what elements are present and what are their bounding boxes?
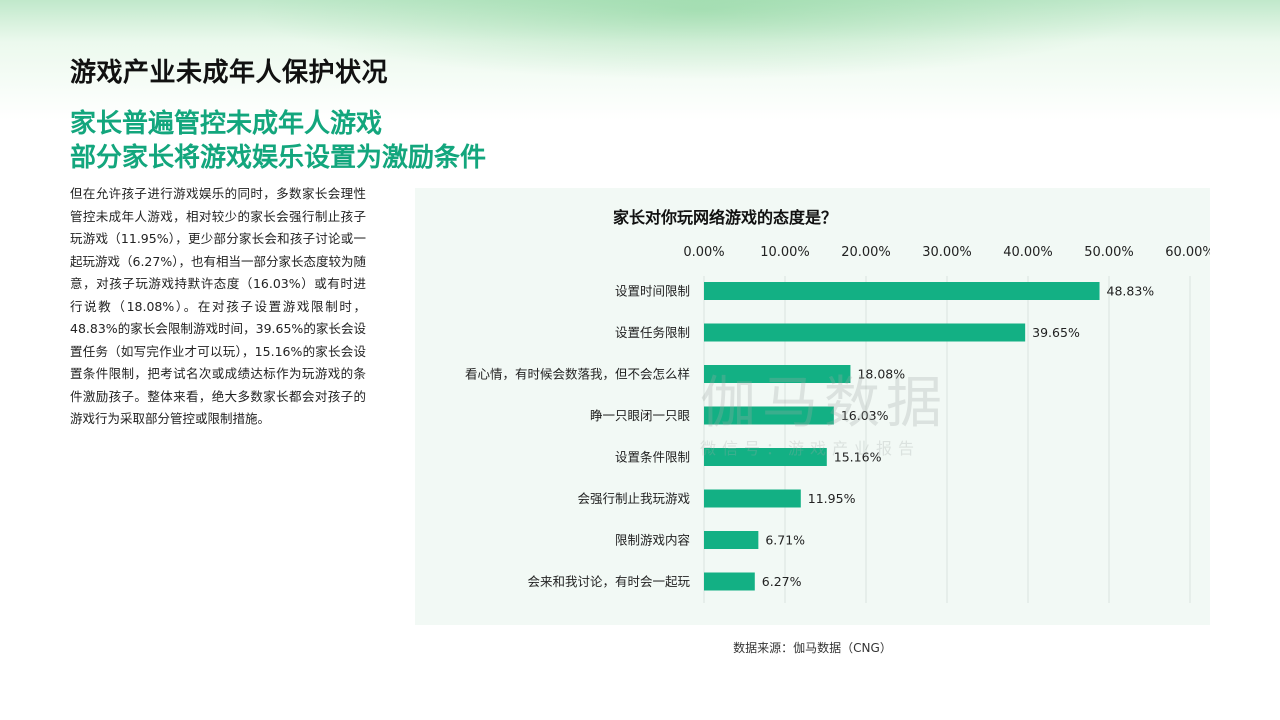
x-tick-label: 0.00% [683, 245, 724, 260]
page-title: 游戏产业未成年人保护状况 [70, 58, 389, 88]
category-label: 设置时间限制 [615, 284, 690, 299]
category-label: 睁一只眼闭一只眼 [590, 408, 691, 423]
x-tick-label: 10.00% [760, 245, 810, 260]
headline-line-1: 家长普遍管控未成年人游戏 [70, 109, 383, 139]
x-tick-label: 30.00% [922, 245, 972, 260]
data-label: 18.08% [857, 367, 905, 382]
bar [704, 531, 759, 549]
chart-title: 家长对你玩网络游戏的态度是？ [612, 208, 837, 227]
category-label: 设置条件限制 [615, 450, 690, 465]
bar [704, 489, 801, 508]
category-label: 设置任务限制 [615, 325, 690, 340]
category-label: 看心情，有时候会数落我，但不会怎么样 [465, 367, 690, 382]
bar [704, 406, 834, 425]
data-label: 48.83% [1107, 284, 1155, 299]
x-tick-label: 20.00% [841, 245, 891, 260]
bar-chart: 0.00% 10.00% 20.00% 30.00% 40.00% 50.00% 60.00… [465, 245, 1210, 603]
bar [704, 282, 1100, 300]
x-tick-label: 40.00% [1003, 245, 1053, 260]
data-label: 6.27% [762, 574, 802, 589]
category-label: 会来和我讨论，有时会一起玩 [527, 574, 690, 589]
category-label: 限制游戏内容 [615, 533, 690, 548]
bar [704, 448, 827, 466]
header-gradient [0, 0, 1280, 120]
body-paragraph: 但在允许孩子进行游戏娱乐的同时，多数家长会理性管控未成年人游戏，相对较少的家长会… [70, 186, 366, 426]
data-label: 16.03% [841, 408, 889, 423]
data-source: 数据来源：伽马数据（CNG） [733, 641, 892, 655]
bar [704, 365, 851, 383]
data-label: 6.71% [765, 533, 805, 548]
data-label: 15.16% [834, 450, 882, 465]
data-label: 11.95% [808, 491, 856, 506]
data-label: 39.65% [1032, 325, 1080, 340]
headline-line-2: 部分家长将游戏娱乐设置为激励条件 [70, 143, 487, 173]
x-tick-label: 60.00% [1165, 245, 1210, 260]
bar [704, 572, 755, 591]
headline: 家长普遍管控未成年人游戏 部分家长将游戏娱乐设置为激励条件 [70, 107, 486, 175]
category-label: 会强行制止我玩游戏 [577, 491, 690, 506]
x-tick-label: 50.00% [1084, 245, 1134, 260]
header-glow [250, 0, 1150, 80]
bar [704, 323, 1026, 342]
